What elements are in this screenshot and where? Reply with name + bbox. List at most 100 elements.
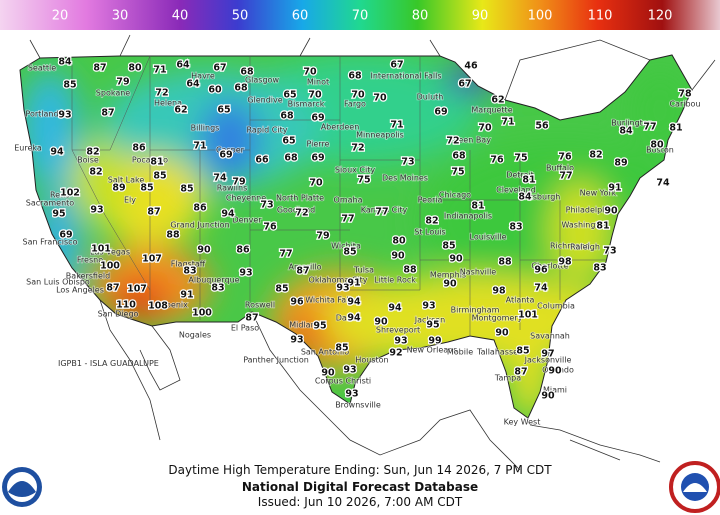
temperature-label: 69 bbox=[311, 113, 324, 124]
temperature-label: 81 bbox=[150, 157, 163, 168]
temperature-label: 94 bbox=[221, 209, 235, 220]
temperature-label: 93 bbox=[343, 365, 356, 376]
scale-label: 120 bbox=[648, 9, 673, 24]
scale-label: 70 bbox=[352, 9, 369, 24]
city-name: San Diego bbox=[98, 310, 139, 319]
temperature-label: 85 bbox=[335, 343, 348, 354]
temperature-label: 75 bbox=[514, 153, 527, 164]
city-name: Pocatello bbox=[132, 156, 168, 165]
city-name: Indianapolis bbox=[444, 212, 492, 221]
temperature-label: 101 bbox=[518, 310, 538, 321]
color-scale bbox=[0, 0, 720, 30]
temperature-label: 89 bbox=[614, 158, 627, 169]
city-name: Omaha bbox=[334, 196, 363, 205]
city-name: Boise bbox=[77, 156, 99, 165]
temperature-label: 85 bbox=[180, 184, 193, 195]
city-name: Louisville bbox=[470, 233, 507, 242]
temperature-label: 94 bbox=[50, 147, 64, 158]
city-name: Casper bbox=[216, 146, 245, 155]
temperature-label: 71 bbox=[501, 117, 514, 128]
city-name: Rapid City bbox=[247, 126, 288, 135]
temperature-label: 88 bbox=[498, 257, 512, 268]
city-name: Tulsa bbox=[353, 266, 374, 275]
temperature-label: 82 bbox=[589, 150, 602, 161]
temperature-label: 86 bbox=[132, 143, 146, 154]
temperature-label: 64 bbox=[176, 60, 190, 71]
temperature-label: 69 bbox=[434, 107, 447, 118]
color-scale-labels: 20 30 40 50 60 70 80 90 100 110 120 bbox=[52, 9, 673, 24]
city-name: New Orleans bbox=[407, 346, 458, 355]
city-name: Boston bbox=[646, 146, 674, 155]
temperature-label: 99 bbox=[428, 336, 441, 347]
temperature-label: 81 bbox=[596, 221, 609, 232]
city-name: Atlanta bbox=[506, 296, 535, 305]
temperature-label: 93 bbox=[336, 283, 349, 294]
temperature-label: 72 bbox=[295, 208, 308, 219]
city-name: Panther Junction bbox=[243, 356, 309, 365]
city-name: Jackson bbox=[414, 316, 445, 325]
city-name: Las Vegas bbox=[90, 248, 130, 257]
temperature-label: 90 bbox=[541, 391, 555, 402]
temperature-label: 90 bbox=[443, 279, 457, 290]
temperature-label: 77 bbox=[341, 214, 354, 225]
temperature-label: 84 bbox=[518, 192, 532, 203]
city-name: Amarillo bbox=[288, 263, 321, 272]
city-name: Cleveland bbox=[496, 186, 536, 195]
city-name: Key West bbox=[504, 418, 541, 427]
temperature-label: 80 bbox=[650, 140, 664, 151]
temperature-label: 87 bbox=[106, 283, 119, 294]
temperature-label: 65 bbox=[283, 90, 296, 101]
temperature-label: 67 bbox=[458, 79, 471, 90]
city-name: Jacksonville bbox=[524, 356, 572, 365]
temperature-labels: 84 87 80 71 64 67 68 70 68 67 46 85 79 72 64 60 68 65 70 70… bbox=[49, 55, 693, 402]
temperature-label: 93 bbox=[58, 110, 71, 121]
offshore-label: IGPB1 - ISLA GUADALUPE bbox=[58, 359, 159, 368]
temperature-label: 73 bbox=[260, 200, 273, 211]
temperature-label: 81 bbox=[471, 201, 484, 212]
temperature-label: 84 bbox=[58, 57, 72, 68]
city-name: Peoria bbox=[418, 196, 443, 205]
temperature-label: 95 bbox=[313, 321, 326, 332]
city-name: Cheyenne bbox=[226, 194, 266, 203]
city-name: Miami bbox=[543, 386, 567, 395]
temperature-label: 91 bbox=[347, 278, 360, 289]
temperature-label: 90 bbox=[449, 254, 463, 265]
temperature-label: 68 bbox=[234, 83, 248, 94]
temperature-label: 60 bbox=[208, 85, 222, 96]
temperature-label: 72 bbox=[446, 136, 459, 147]
city-name: Orlando bbox=[542, 366, 574, 375]
scale-label: 40 bbox=[172, 9, 189, 24]
temperature-label: 62 bbox=[174, 105, 187, 116]
temperature-label: 93 bbox=[422, 301, 435, 312]
city-name: International Falls bbox=[371, 72, 442, 81]
temperature-label: 86 bbox=[193, 203, 207, 214]
temperature-label: 91 bbox=[180, 290, 193, 301]
city-name: San Francisco bbox=[23, 238, 78, 247]
city-name: Wichita bbox=[331, 242, 361, 251]
temperature-label: 80 bbox=[392, 236, 406, 247]
temperature-label: 76 bbox=[263, 222, 277, 233]
temperature-label: 102 bbox=[60, 188, 80, 199]
city-name: Charlotte bbox=[531, 262, 568, 271]
temperature-label: 68 bbox=[240, 67, 254, 78]
scale-label: 110 bbox=[588, 9, 613, 24]
temperature-label: 69 bbox=[311, 153, 324, 164]
temperature-label: 110 bbox=[116, 300, 136, 311]
temperature-label: 107 bbox=[127, 284, 147, 295]
temperature-label: 82 bbox=[425, 216, 438, 227]
city-name: Buffalo bbox=[546, 164, 574, 173]
temperature-label: 69 bbox=[219, 150, 232, 161]
city-name: Columbia bbox=[537, 302, 575, 311]
city-name: Helena bbox=[154, 99, 182, 108]
temperature-label: 84 bbox=[619, 126, 633, 137]
city-name: Mobile bbox=[447, 348, 473, 357]
temperature-label: 96 bbox=[534, 265, 548, 276]
temperature-label: 65 bbox=[217, 105, 230, 116]
temperature-label: 85 bbox=[442, 241, 455, 252]
temperature-label: 65 bbox=[282, 136, 295, 147]
city-name: Roswell bbox=[245, 301, 275, 310]
temperature-label: 91 bbox=[608, 183, 621, 194]
scale-label: 100 bbox=[528, 9, 553, 24]
scale-label: 50 bbox=[232, 9, 249, 24]
nws-logo bbox=[669, 461, 720, 513]
